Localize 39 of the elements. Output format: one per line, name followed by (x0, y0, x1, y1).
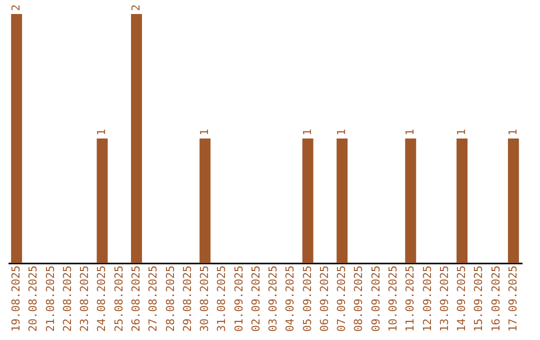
x-tick-label: 24.08.2025 (95, 266, 108, 332)
data-label: 2 (130, 4, 142, 11)
data-label: 1 (335, 128, 348, 136)
x-tick-label: 01.09.2025 (232, 266, 246, 332)
x-tick-label: 21.08.2025 (44, 266, 57, 332)
x-tick-label: 29.08.2025 (180, 266, 194, 332)
x-tick-label: 12.09.2025 (420, 266, 434, 332)
x-tick-label: 05.09.2025 (300, 266, 314, 332)
x-tick-label: 23.08.2025 (78, 266, 92, 332)
x-tick-label: 25.08.2025 (112, 266, 126, 332)
x-tick-label: 17.09.2025 (506, 266, 520, 332)
data-label: 1 (95, 128, 108, 136)
x-tick-label: 04.09.2025 (284, 266, 297, 332)
x-tick-label: 14.09.2025 (455, 266, 468, 332)
x-tick-label: 30.08.2025 (198, 266, 212, 332)
x-tick-label: 26.08.2025 (130, 266, 142, 332)
data-label: 1 (404, 128, 417, 136)
data-label: 1 (455, 128, 468, 136)
x-tick-label: 10.09.2025 (386, 266, 400, 332)
x-tick-label: 22.08.2025 (60, 266, 74, 332)
x-tick-label: 11.09.2025 (404, 266, 417, 332)
x-tick-label: 07.09.2025 (335, 266, 348, 332)
x-tick-label: 06.09.2025 (318, 266, 331, 332)
x-tick-label: 02.09.2025 (249, 266, 262, 332)
data-label: 2 (10, 4, 23, 11)
x-tick-label: 13.09.2025 (438, 266, 451, 332)
x-tick-label: 15.09.2025 (472, 266, 486, 332)
data-label: 1 (300, 128, 314, 136)
x-tick-label: 08.09.2025 (352, 266, 366, 332)
x-tick-label: 20.08.2025 (26, 266, 40, 332)
x-tick-label: 09.09.2025 (369, 266, 382, 332)
x-tick-label: 31.08.2025 (215, 266, 228, 332)
x-tick-label: 16.09.2025 (489, 266, 502, 332)
x-tick-label: 19.08.2025 (10, 266, 23, 332)
data-label: 1 (198, 128, 212, 136)
x-tick-label: 27.08.2025 (146, 266, 160, 332)
x-tick-label: 03.09.2025 (266, 266, 280, 332)
x-tick-label: 28.08.2025 (164, 266, 177, 332)
data-label: 1 (506, 128, 520, 136)
